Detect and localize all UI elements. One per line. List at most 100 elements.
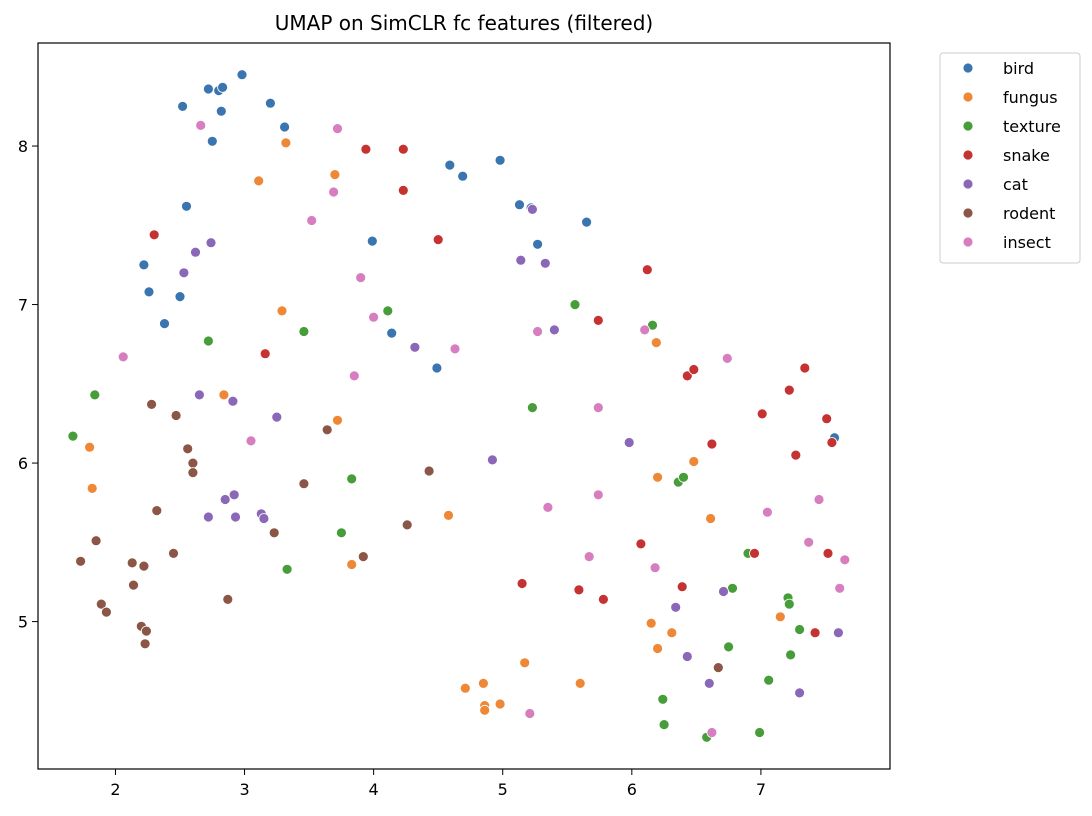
point-fungus-9 [443,510,454,521]
point-rodent-0 [146,398,158,410]
point-fungus-13 [479,704,491,716]
point-insect-21 [583,551,595,562]
point-texture-8 [527,402,538,414]
legend-label-insect: insect [1003,233,1051,252]
legend-label-cat: cat [1003,175,1028,194]
point-snake-20 [676,581,688,593]
point-bird-15 [386,327,398,339]
legend-box [939,52,1081,264]
point-bird-18 [457,170,469,182]
point-fungus-24 [774,611,786,623]
point-rodent-13 [90,535,102,547]
x-tick-label-7: 7 [756,780,766,799]
y-tick-label-7: 7 [18,296,28,315]
point-insect-11 [592,402,604,414]
point-snake-9 [688,364,700,375]
point-cat-16 [549,324,560,336]
point-bird-16 [431,362,443,374]
point-fungus-7 [86,482,98,494]
point-insect-6 [449,343,461,355]
point-snake-17 [822,548,834,559]
point-insect-20 [834,582,846,594]
point-cat-5 [271,411,283,423]
point-bird-14 [366,235,378,247]
point-snake-24 [809,627,821,639]
point-cat-11 [258,513,270,524]
point-bird-4 [215,105,227,117]
point-bird-5 [177,101,189,112]
point-snake-13 [799,362,811,374]
point-rodent-14 [75,555,86,567]
point-bird-10 [138,259,150,271]
legend-label-rodent: rodent [1003,204,1055,223]
point-insect-17 [762,506,773,518]
point-rodent-3 [187,457,199,469]
point-rodent-15 [126,557,138,569]
point-cat-13 [486,454,498,466]
point-insect-15 [721,352,733,364]
point-snake-23 [598,594,609,605]
point-bird-2 [217,82,229,93]
point-snake-21 [516,578,528,589]
point-snake-10 [706,438,718,450]
point-cat-23 [833,627,844,639]
x-tick-label-4: 4 [369,780,379,799]
point-snake-18 [635,538,647,550]
point-insect-9 [245,435,257,447]
point-cat-18 [670,601,682,613]
legend-label-snake: snake [1003,146,1050,165]
point-cat-3 [193,389,205,401]
legend-label-bird: bird [1003,59,1034,78]
point-texture-24 [794,624,805,635]
point-insect-12 [592,489,604,501]
legend-marker-texture [962,120,974,132]
point-texture-19 [754,727,765,738]
point-cat-19 [681,651,693,662]
point-rodent-18 [222,594,234,605]
point-insect-0 [195,120,207,131]
point-fungus-1 [253,175,265,187]
point-texture-16 [657,693,669,705]
point-cat-1 [190,246,201,258]
point-snake-1 [259,348,271,360]
point-texture-4 [281,563,293,575]
point-texture-10 [647,319,658,331]
point-fungus-8 [346,559,358,570]
point-texture-5 [335,527,347,539]
point-insect-18 [803,536,815,548]
point-insect-14 [639,324,651,336]
point-cat-2 [178,267,190,279]
legend-label-texture: texture [1003,117,1061,136]
point-fungus-14 [494,698,506,710]
point-snake-6 [592,314,604,326]
point-cat-7 [228,489,240,501]
point-cat-0 [205,237,217,249]
point-bird-13 [159,318,170,330]
point-cat-4 [227,395,239,407]
point-fungus-0 [280,137,292,149]
point-rodent-4 [187,467,199,479]
point-cat-12 [409,341,421,353]
point-texture-14 [727,582,738,594]
point-insect-13 [542,501,554,513]
point-texture-2 [202,335,214,347]
legend-marker-insect [962,236,974,248]
point-texture-1 [89,389,101,401]
point-fungus-18 [652,471,663,483]
point-rodent-17 [128,579,139,591]
x-tick-label-6: 6 [627,780,637,799]
point-rodent-12 [168,548,179,559]
point-bird-7 [279,121,291,133]
point-texture-23 [785,649,796,661]
point-insect-2 [328,186,340,198]
point-snake-15 [821,413,833,425]
point-rodent-9 [401,519,413,531]
point-snake-0 [148,229,160,241]
point-fungus-22 [652,643,663,654]
point-rodent-8 [423,465,435,477]
point-snake-14 [790,449,802,461]
axis-ticks: 2 3 4 5 6 7 5 6 7 8 [18,137,766,799]
point-fungus-2 [329,169,341,181]
point-snake-19 [749,548,760,559]
